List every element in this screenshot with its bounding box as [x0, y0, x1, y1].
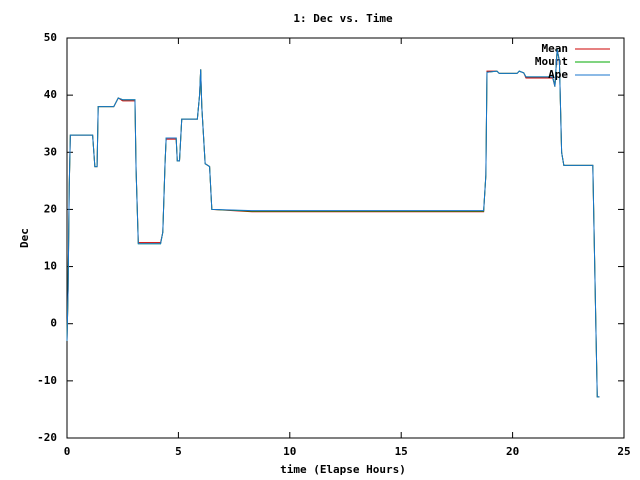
y-tick-label: 30 [44, 145, 57, 158]
x-tick-label: 0 [64, 445, 71, 458]
legend-label: Mean [542, 42, 569, 55]
y-tick-label: 20 [44, 202, 57, 215]
y-tick-label: 10 [44, 260, 57, 273]
x-tick-label: 20 [506, 445, 519, 458]
series-line [66, 49, 600, 398]
legend-label: Mount [535, 55, 568, 68]
plot-frame [66, 37, 625, 439]
x-axis-label: time (Elapse Hours) [280, 463, 406, 476]
y-tick-label: 0 [50, 317, 57, 330]
x-tick-label: 25 [617, 445, 630, 458]
y-tick-label: -10 [37, 374, 57, 387]
y-axis-label: Dec [18, 228, 31, 248]
series-line [66, 49, 600, 398]
y-tick-label: 50 [44, 31, 57, 44]
chart-title: 1: Dec vs. Time [293, 12, 393, 25]
y-tick-label: 40 [44, 88, 57, 101]
x-tick-label: 10 [283, 445, 296, 458]
x-tick-label: 15 [395, 445, 408, 458]
x-tick-label: 5 [175, 445, 182, 458]
y-tick-label: -20 [37, 431, 57, 444]
series-line [66, 49, 600, 398]
legend-label: Ape [548, 68, 568, 81]
